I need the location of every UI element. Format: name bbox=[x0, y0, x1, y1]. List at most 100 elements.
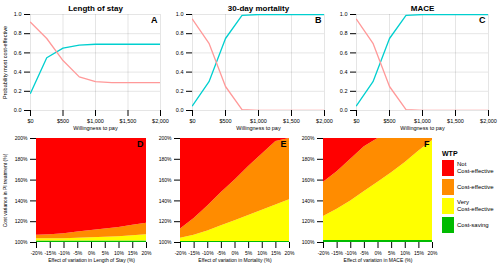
svg-text:Cost variance in PI treatment: Cost variance in PI treatment (%) bbox=[2, 153, 8, 227]
svg-text:180%: 180% bbox=[302, 156, 315, 162]
svg-text:200%: 200% bbox=[159, 135, 172, 141]
svg-text:5%: 5% bbox=[388, 250, 396, 256]
svg-text:Willingness to pay: Willingness to pay bbox=[400, 125, 445, 131]
svg-text:$2,000: $2,000 bbox=[316, 118, 333, 124]
svg-text:140%: 140% bbox=[159, 198, 172, 204]
svg-text:$1,000: $1,000 bbox=[250, 118, 267, 124]
svg-text:$500: $500 bbox=[57, 118, 69, 124]
svg-text:$2,000: $2,000 bbox=[480, 118, 497, 124]
svg-text:Effect of variation in Length: Effect of variation in Length of Stay (%… bbox=[48, 257, 135, 263]
svg-text:100%: 100% bbox=[15, 239, 28, 245]
svg-text:-5%: -5% bbox=[360, 250, 369, 256]
svg-text:$1,000: $1,000 bbox=[414, 118, 431, 124]
svg-text:-20%: -20% bbox=[318, 250, 330, 256]
svg-text:0%: 0% bbox=[88, 250, 96, 256]
svg-text:-10%: -10% bbox=[58, 250, 70, 256]
svg-text:0.8: 0.8 bbox=[340, 30, 348, 36]
svg-text:$500: $500 bbox=[383, 118, 395, 124]
html-text:Not Cost-effective: Not Cost-effective bbox=[457, 161, 494, 174]
svg-text:Probability most cost-effectiv: Probability most cost-effective bbox=[2, 26, 8, 99]
svg-text:20%: 20% bbox=[141, 250, 152, 256]
svg-text:$0: $0 bbox=[353, 118, 359, 124]
svg-text:100%: 100% bbox=[159, 239, 172, 245]
svg-text:F: F bbox=[424, 139, 430, 149]
svg-text:0.6: 0.6 bbox=[14, 50, 22, 56]
svg-text:0.0: 0.0 bbox=[176, 107, 184, 113]
svg-text:0%: 0% bbox=[231, 250, 239, 256]
svg-text:0.8: 0.8 bbox=[14, 30, 22, 36]
svg-text:-15%: -15% bbox=[331, 250, 343, 256]
svg-text:-5%: -5% bbox=[73, 250, 82, 256]
svg-text:0.0: 0.0 bbox=[340, 107, 348, 113]
svg-text:$0: $0 bbox=[27, 118, 33, 124]
svg-text:120%: 120% bbox=[159, 218, 172, 224]
svg-text:1.0: 1.0 bbox=[340, 11, 348, 17]
svg-text:-20%: -20% bbox=[175, 250, 187, 256]
html-text:WTP: WTP bbox=[442, 150, 458, 157]
svg-text:0.6: 0.6 bbox=[340, 50, 348, 56]
svg-text:0.8: 0.8 bbox=[176, 30, 184, 36]
svg-text:160%: 160% bbox=[159, 177, 172, 183]
svg-text:200%: 200% bbox=[302, 135, 315, 141]
svg-text:5%: 5% bbox=[102, 250, 110, 256]
svg-text:$2,000: $2,000 bbox=[152, 118, 169, 124]
svg-text:0%: 0% bbox=[374, 250, 382, 256]
svg-text:140%: 140% bbox=[15, 198, 28, 204]
svg-text:140%: 140% bbox=[302, 198, 315, 204]
svg-text:180%: 180% bbox=[15, 156, 28, 162]
svg-text:Length of stay: Length of stay bbox=[68, 4, 123, 13]
svg-text:-10%: -10% bbox=[202, 250, 214, 256]
svg-text:180%: 180% bbox=[159, 156, 172, 162]
svg-text:E: E bbox=[280, 139, 286, 149]
html-text:Cost-saving: Cost-saving bbox=[457, 221, 489, 228]
svg-text:0.2: 0.2 bbox=[176, 88, 184, 94]
svg-text:0.0: 0.0 bbox=[14, 107, 22, 113]
svg-text:0.4: 0.4 bbox=[176, 69, 184, 75]
svg-text:Willingness to pay: Willingness to pay bbox=[73, 125, 118, 131]
svg-text:30-day mortality: 30-day mortality bbox=[228, 4, 290, 13]
svg-text:B: B bbox=[315, 15, 322, 25]
svg-text:200%: 200% bbox=[15, 135, 28, 141]
svg-text:10%: 10% bbox=[257, 250, 268, 256]
svg-text:10%: 10% bbox=[114, 250, 125, 256]
svg-text:-15%: -15% bbox=[44, 250, 56, 256]
svg-text:0.6: 0.6 bbox=[176, 50, 184, 56]
svg-text:160%: 160% bbox=[302, 177, 315, 183]
svg-text:160%: 160% bbox=[15, 177, 28, 183]
svg-text:A: A bbox=[151, 15, 158, 25]
svg-text:10%: 10% bbox=[400, 250, 411, 256]
svg-text:D: D bbox=[137, 139, 144, 149]
svg-text:1.0: 1.0 bbox=[176, 11, 184, 17]
svg-text:Willingness to pay: Willingness to pay bbox=[236, 125, 281, 131]
svg-text:120%: 120% bbox=[302, 218, 315, 224]
svg-text:-15%: -15% bbox=[188, 250, 200, 256]
svg-text:$500: $500 bbox=[219, 118, 231, 124]
svg-text:15%: 15% bbox=[414, 250, 425, 256]
svg-text:$1,500: $1,500 bbox=[447, 118, 464, 124]
svg-text:$1,000: $1,000 bbox=[87, 118, 104, 124]
html-text:Cost-effective: Cost-effective bbox=[457, 183, 494, 190]
svg-text:15%: 15% bbox=[128, 250, 139, 256]
svg-text:100%: 100% bbox=[302, 239, 315, 245]
svg-text:15%: 15% bbox=[271, 250, 282, 256]
svg-text:MACE: MACE bbox=[411, 4, 435, 13]
svg-text:$1,500: $1,500 bbox=[120, 118, 137, 124]
svg-text:-20%: -20% bbox=[31, 250, 43, 256]
svg-text:$0: $0 bbox=[189, 118, 195, 124]
svg-text:-5%: -5% bbox=[217, 250, 226, 256]
svg-text:0.4: 0.4 bbox=[340, 69, 348, 75]
svg-text:0.2: 0.2 bbox=[340, 88, 348, 94]
svg-text:20%: 20% bbox=[427, 250, 438, 256]
svg-text:$1,500: $1,500 bbox=[283, 118, 300, 124]
svg-text:Effect of variation in MACE (%: Effect of variation in MACE (%) bbox=[344, 257, 413, 263]
svg-text:120%: 120% bbox=[15, 218, 28, 224]
svg-text:0.4: 0.4 bbox=[14, 69, 22, 75]
svg-text:Effect of variation in Mortali: Effect of variation in Mortality (%) bbox=[198, 257, 272, 263]
svg-text:C: C bbox=[479, 15, 486, 25]
html-text:Very Cost-effective: Very Cost-effective bbox=[457, 199, 494, 212]
svg-text:20%: 20% bbox=[284, 250, 295, 256]
svg-text:5%: 5% bbox=[245, 250, 253, 256]
svg-text:0.2: 0.2 bbox=[14, 88, 22, 94]
svg-text:1.0: 1.0 bbox=[14, 11, 22, 17]
svg-text:-10%: -10% bbox=[345, 250, 357, 256]
